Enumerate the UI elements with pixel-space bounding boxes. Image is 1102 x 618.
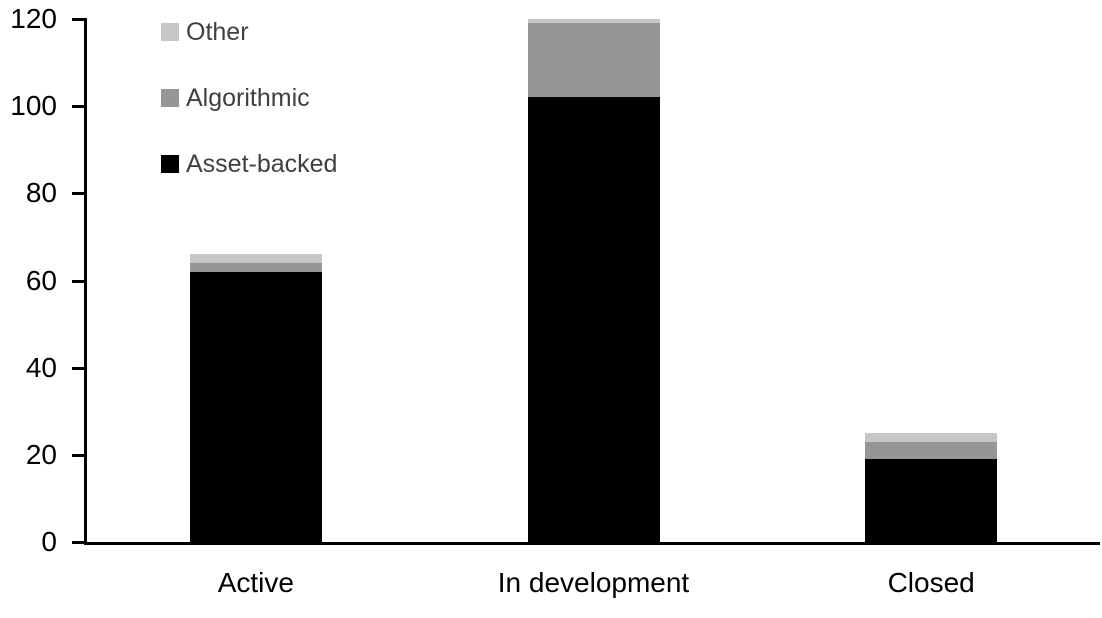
x-axis-label-active: Active xyxy=(217,567,294,598)
legend-label-asset-backed: Asset-backed xyxy=(186,149,338,178)
y-axis-tick xyxy=(72,18,87,21)
y-axis-tick xyxy=(72,192,87,196)
y-axis-tick-label: 100 xyxy=(10,90,57,122)
bar-in-development-segment-algorithmic xyxy=(527,23,660,98)
y-axis-tick xyxy=(72,541,87,544)
y-axis-tick-label: 40 xyxy=(25,351,57,383)
x-axis-label-closed: Closed xyxy=(887,567,975,598)
legend-item-asset-backed: Asset-backed xyxy=(161,149,338,178)
bar-in-development-segment-other xyxy=(527,19,660,24)
legend-item-other: Other xyxy=(161,17,249,46)
bar-active-segment-asset-backed xyxy=(189,271,322,542)
bar-active-segment-algorithmic xyxy=(189,263,322,272)
legend-label-other: Other xyxy=(186,17,249,46)
bar-in-development-segment-asset-backed xyxy=(527,97,660,542)
y-axis-tick-label: 80 xyxy=(25,177,57,209)
y-axis-tick xyxy=(72,453,87,457)
bar-closed-segment-other xyxy=(865,433,998,442)
y-axis-tick xyxy=(72,105,87,109)
legend-label-algorithmic: Algorithmic xyxy=(186,83,310,112)
bar-active-segment-other xyxy=(189,254,322,264)
x-axis-label-in-development: In development xyxy=(497,567,690,598)
y-axis-tick xyxy=(72,366,87,370)
y-axis-tick-label: 20 xyxy=(25,438,57,470)
bar-closed-segment-asset-backed xyxy=(865,459,998,542)
y-axis-tick-label: 120 xyxy=(10,3,57,34)
legend: Other Algorithmic Asset-backed xyxy=(161,0,481,200)
x-axis-line xyxy=(84,542,1100,545)
y-axis-tick-label: 60 xyxy=(25,264,57,296)
bar-closed-segment-algorithmic xyxy=(865,441,998,460)
legend-swatch-asset-backed xyxy=(161,155,179,173)
y-axis-tick xyxy=(72,279,87,283)
y-axis-tick-label: 0 xyxy=(41,526,57,557)
legend-swatch-algorithmic xyxy=(161,89,179,107)
legend-swatch-other xyxy=(161,23,179,41)
legend-item-algorithmic: Algorithmic xyxy=(161,83,310,112)
